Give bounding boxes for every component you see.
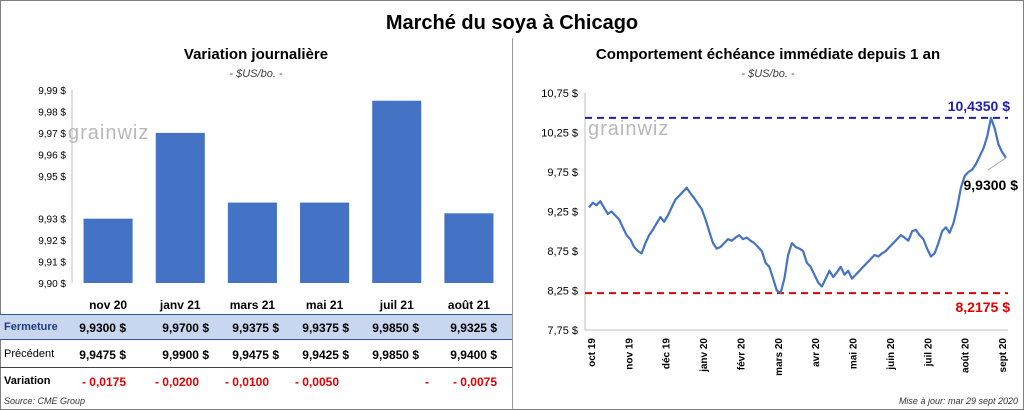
table-row-variation: Variation - 0,0175 - 0,0200 - 0,0100 - 0…	[0, 369, 512, 395]
cell-prev-4: 9,9425 $	[302, 348, 349, 362]
bar	[300, 202, 350, 283]
y-tick-label: 9,97 $	[38, 129, 66, 140]
x-tick-label: janv 20	[699, 338, 710, 373]
y-tick-label: 10,25 $	[541, 128, 578, 140]
cell-close-4: 9,9375 $	[302, 321, 349, 335]
y-tick-label: 9,25 $	[547, 207, 578, 219]
cell-var-3: - 0,0100	[224, 375, 269, 389]
y-tick-label: 9,98 $	[38, 107, 66, 118]
grainwiz-logo: grainwiz	[68, 122, 150, 144]
right-panel-subtitle: - $US/bo. -	[741, 68, 795, 80]
x-tick-label: mai 21	[306, 298, 344, 312]
x-tick-label: sept 20	[998, 338, 1009, 373]
cell-prev-2: 9,9900 $	[162, 348, 209, 362]
row-label-close: Fermeture	[4, 321, 58, 333]
x-tick-label: nov 19	[624, 338, 635, 370]
cell-close-2: 9,9700 $	[162, 321, 209, 335]
x-tick-label: déc 19	[662, 338, 673, 370]
y-tick-label: 8,75 $	[547, 246, 578, 258]
cell-close-3: 9,9375 $	[232, 321, 279, 335]
y-tick-label: 8,25 $	[547, 286, 578, 298]
x-tick-label: juil 21	[379, 298, 414, 312]
x-tick-label: mai 20	[849, 338, 860, 370]
x-tick-label: août 20	[961, 338, 972, 373]
x-tick-label: nov 20	[89, 298, 127, 312]
cell-close-1: 9,9300 $	[79, 321, 126, 335]
x-tick-label: oct 19	[587, 338, 598, 367]
low-label: 8,2175 $	[956, 299, 1011, 315]
cell-prev-3: 9,9475 $	[232, 348, 279, 362]
row-label-previous: Précédent	[4, 348, 55, 360]
y-tick-label: 10,75 $	[541, 88, 578, 100]
row-label-variation: Variation	[4, 375, 51, 387]
x-tick-label: mars 20	[774, 338, 785, 376]
cell-close-5: 9,9850 $	[372, 321, 419, 335]
bar-chart: 9,90 $ 9,91 $ 9,92 $ 9,93 $ 9,95 $ 9,96 $ 9,97…	[38, 86, 494, 312]
left-panel-title: Variation journalière	[183, 46, 329, 63]
y-tick-label: 7,75 $	[547, 325, 578, 337]
last-value-leader	[987, 157, 1007, 171]
y-tick-label: 9,99 $	[38, 86, 66, 97]
bar	[155, 132, 205, 283]
y-tick-label: 9,90 $	[38, 279, 66, 290]
y-tick-label: 9,75 $	[547, 167, 578, 179]
cell-close-6: 9,9325 $	[450, 321, 497, 335]
last-value-label: 9,9300 $	[964, 177, 1019, 193]
y-tick-label: 9,93 $	[38, 215, 66, 226]
source-note: Source: CME Group	[4, 396, 86, 406]
bar	[372, 100, 422, 283]
x-tick-label: août 21	[448, 298, 490, 312]
high-label: 10,4350 $	[948, 98, 1010, 114]
table-row-close: Fermeture 9,9300 $ 9,9700 $ 9,9375 $ 9,9…	[0, 314, 512, 340]
grainwiz-logo-right: grainwiz	[588, 118, 670, 140]
bar	[83, 218, 133, 283]
x-tick-label: juil 20	[923, 338, 934, 368]
y-tick-label: 9,91 $	[38, 258, 66, 269]
update-note: Mise à jour: mar 29 sept 2020	[898, 396, 1018, 406]
cell-prev-5: 9,9850 $	[372, 348, 419, 362]
bar	[444, 213, 494, 283]
cell-var-4: - 0,0050	[294, 375, 339, 389]
x-tick-label: juin 20	[886, 338, 897, 371]
cell-prev-6: 9,9400 $	[450, 348, 497, 362]
right-panel-title: Comportement échéance immédiate depuis 1…	[595, 46, 941, 63]
y-tick-label: 9,95 $	[38, 172, 66, 183]
x-tick-label: avr 20	[811, 338, 822, 367]
cell-var-2: - 0,0200	[154, 375, 199, 389]
table-row-previous: Précédent 9,9475 $ 9,9900 $ 9,9475 $ 9,9…	[0, 342, 512, 368]
panel-divider	[512, 38, 513, 410]
cell-var-6: - 0,0075	[452, 375, 497, 389]
x-tick-label: mars 21	[230, 298, 276, 312]
price-series-line	[588, 116, 1007, 294]
left-panel-subtitle: - $US/bo. -	[229, 68, 283, 80]
x-tick-label: janv 21	[159, 298, 201, 312]
page-title: Marché du soya à Chicago	[385, 12, 639, 34]
x-tick-label: févr 20	[736, 338, 747, 371]
y-tick-label: 9,92 $	[38, 236, 66, 247]
cell-var-1: - 0,0175	[81, 375, 126, 389]
bar	[227, 202, 277, 283]
cell-var-5: -	[425, 375, 429, 389]
cell-prev-1: 9,9475 $	[79, 348, 126, 362]
y-tick-label: 9,96 $	[38, 150, 66, 161]
